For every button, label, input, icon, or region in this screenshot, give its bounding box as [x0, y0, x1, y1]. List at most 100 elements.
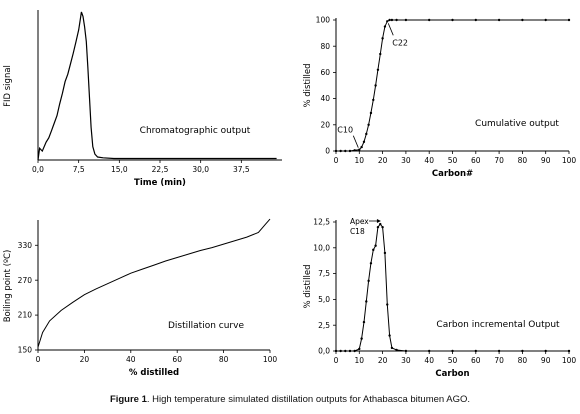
x-tick-label: 30,0	[192, 165, 209, 174]
data-point	[334, 349, 338, 353]
x-tick-label: 0	[334, 156, 339, 165]
data-point	[383, 251, 387, 255]
x-tick-label: 80	[518, 356, 528, 365]
x-tick-label: 20	[80, 355, 90, 364]
x-axis-label: % distilled	[129, 368, 179, 378]
x-tick-label: 40	[424, 156, 434, 165]
chart-incremental: 0 10 20 30 40 50 60 70 80 90 100 0,0 2,5 5,0 7,5 10,0 12…	[303, 217, 576, 379]
data-point	[451, 349, 454, 353]
data-point	[344, 349, 347, 353]
x-axis-label: Time (min)	[134, 178, 186, 188]
x-tick-label: 0	[36, 355, 41, 364]
y-axis-label: Boiling point (ºC)	[3, 250, 13, 323]
data-point	[497, 349, 501, 353]
annotation-label: C18	[350, 227, 365, 236]
x-tick-label: 15,0	[111, 165, 128, 174]
chart-chromatogram: 0,0 7,5 15,0 22,5 30,0 37,5 Time (min) FID sign…	[3, 10, 282, 188]
data-point	[388, 18, 391, 22]
chart-title: Carbon incremental Output	[436, 320, 560, 330]
data-point	[388, 334, 391, 337]
annotation-label: C10	[337, 126, 353, 135]
data-point	[386, 303, 389, 306]
x-tick-label: 100	[562, 356, 577, 365]
annotation-pointer	[387, 23, 394, 36]
data-point	[374, 84, 377, 87]
chart-distillation: 0 20 40 60 80 100 150 210 270 330 % distilled Boili…	[3, 218, 278, 378]
data-point	[369, 262, 373, 265]
x-tick-label: 37,5	[233, 165, 250, 174]
caption-text: . High temperature simulated distillatio…	[146, 394, 471, 405]
x-tick-label: 100	[263, 355, 278, 364]
x-tick-label: 40	[126, 355, 136, 364]
y-tick-label: 20	[320, 120, 330, 129]
y-axis-label: % distilled	[303, 264, 313, 308]
data-point	[362, 320, 366, 324]
x-tick-label: 10	[355, 156, 365, 165]
series-line	[37, 11, 277, 161]
data-point	[521, 349, 524, 353]
annotation-arrowhead	[376, 219, 381, 223]
chart-cumulative: 0 10 20 30 40 50 60 70 80 90 100 0 20 40 60 80 100 Carbon…	[303, 16, 576, 179]
data-point	[365, 132, 368, 136]
x-tick-label: 80	[518, 156, 528, 165]
x-tick-label: 90	[541, 156, 551, 165]
data-point	[474, 349, 477, 353]
data-point	[353, 149, 356, 152]
data-point	[376, 225, 380, 229]
y-tick-label: 12,5	[313, 218, 330, 227]
y-axis-label: FID signal	[3, 65, 13, 107]
y-tick-label: 80	[320, 42, 330, 51]
data-point	[379, 222, 382, 226]
x-tick-label: 70	[494, 356, 504, 365]
data-point	[358, 347, 361, 351]
x-tick-label: 7,5	[73, 165, 85, 174]
data-point	[339, 349, 342, 353]
y-tick-label: 0	[325, 147, 330, 156]
data-point	[521, 18, 524, 22]
series-line	[37, 218, 271, 348]
x-tick-label: 50	[448, 356, 458, 365]
series-line	[336, 223, 569, 352]
data-point	[348, 349, 352, 353]
data-point	[567, 18, 571, 22]
data-point	[360, 145, 363, 149]
data-point	[376, 68, 380, 71]
data-point	[348, 149, 352, 153]
data-point	[344, 149, 347, 153]
data-point	[369, 111, 373, 115]
data-point	[383, 25, 387, 28]
data-point	[497, 18, 501, 22]
x-tick-label: 60	[172, 355, 182, 364]
data-point	[395, 18, 398, 22]
annotation-label: Apex	[350, 217, 369, 226]
x-tick-label: 30	[401, 356, 411, 365]
annotation-label: C22	[392, 38, 408, 47]
y-tick-label: 60	[320, 68, 330, 77]
series-line	[336, 19, 569, 152]
y-tick-label: 40	[320, 94, 330, 103]
x-axis-label: Carbon	[435, 369, 469, 379]
x-tick-label: 20	[378, 356, 388, 365]
data-point	[395, 348, 398, 352]
data-point	[334, 149, 338, 153]
data-point	[360, 337, 363, 340]
x-tick-label: 60	[471, 156, 481, 165]
data-point	[367, 123, 370, 127]
x-tick-label: 90	[541, 356, 551, 365]
data-point	[372, 98, 375, 102]
data-point	[451, 18, 454, 22]
x-axis-label: Carbon#	[432, 169, 473, 179]
data-point	[365, 300, 368, 303]
data-point	[374, 244, 377, 247]
data-point	[379, 52, 382, 56]
data-point	[372, 248, 375, 252]
x-tick-label: 50	[448, 156, 458, 165]
data-point	[381, 37, 384, 40]
y-tick-label: 150	[18, 346, 33, 355]
x-tick-label: 70	[494, 156, 504, 165]
x-tick-label: 40	[424, 356, 434, 365]
y-axis-label: % distilled	[303, 63, 313, 107]
data-point	[390, 346, 394, 350]
data-point	[544, 18, 547, 22]
y-tick-label: 2,5	[318, 321, 330, 330]
